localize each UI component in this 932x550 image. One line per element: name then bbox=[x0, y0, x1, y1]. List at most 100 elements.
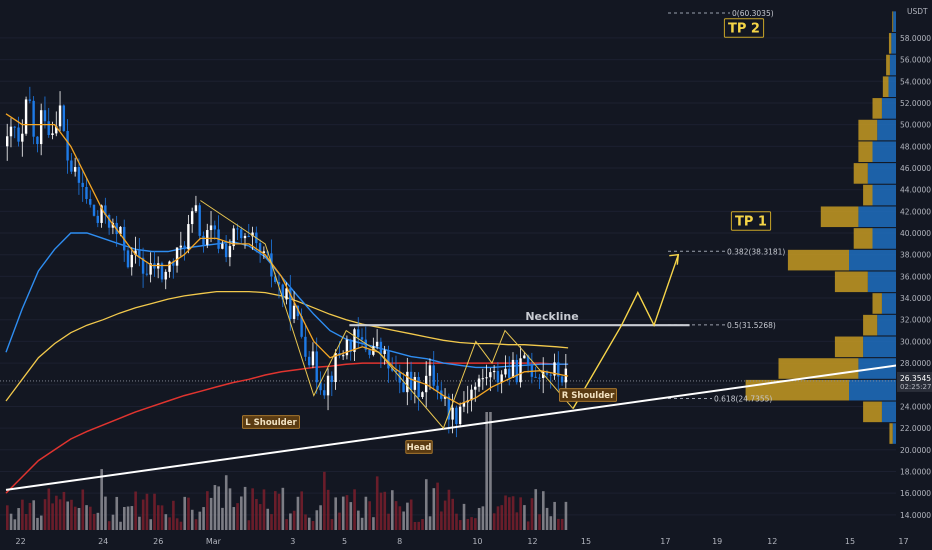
volume-bar bbox=[406, 502, 409, 530]
time-tick-label: 8 bbox=[397, 537, 402, 546]
candle-body bbox=[432, 365, 435, 386]
candle-body bbox=[70, 160, 73, 172]
candle-body bbox=[515, 359, 518, 383]
candle-body bbox=[55, 126, 58, 134]
price-tick-label: 56.0000 bbox=[900, 56, 931, 65]
candle-body bbox=[240, 229, 243, 239]
volume-bar bbox=[375, 476, 379, 530]
volume-bar bbox=[119, 521, 122, 530]
profile-row-gold bbox=[834, 336, 864, 358]
volume-bar bbox=[436, 482, 439, 530]
price-tick-label: 48.0000 bbox=[900, 142, 931, 151]
price-tick-label: 14.0000 bbox=[900, 511, 931, 520]
candle-body bbox=[357, 329, 360, 338]
volume-bar bbox=[190, 509, 194, 530]
volume-bar bbox=[92, 513, 96, 530]
price-tick-label: 30.0000 bbox=[900, 337, 931, 346]
fib-label: 0.5(31.5268) bbox=[727, 321, 776, 330]
volume-bar bbox=[466, 518, 470, 530]
volume-bar bbox=[421, 518, 424, 530]
volume-bar bbox=[319, 505, 322, 530]
head-label: Head bbox=[407, 443, 432, 453]
volume-bar bbox=[413, 521, 417, 530]
volume-bar bbox=[168, 517, 171, 530]
profile-row-blue bbox=[863, 336, 896, 358]
candle-body bbox=[145, 273, 149, 275]
volume-bar bbox=[372, 517, 375, 530]
candle-body bbox=[198, 205, 201, 236]
profile-row-blue bbox=[849, 379, 896, 401]
candle-body bbox=[549, 374, 552, 376]
price-tick-label: 16.0000 bbox=[900, 489, 931, 498]
volume-bar bbox=[364, 496, 368, 530]
candle-body bbox=[368, 349, 371, 355]
candle-body bbox=[413, 377, 417, 390]
candle-body bbox=[504, 368, 507, 375]
candle-body bbox=[243, 235, 247, 239]
volume-bar bbox=[28, 502, 32, 530]
volume-bar bbox=[402, 511, 405, 530]
candle-body bbox=[334, 353, 337, 383]
candle-body bbox=[379, 341, 383, 354]
price-tick-label: 32.0000 bbox=[900, 316, 931, 325]
volume-bar bbox=[236, 503, 239, 530]
candle-body bbox=[526, 355, 530, 365]
candle-body bbox=[13, 126, 16, 128]
profile-row-gold bbox=[820, 206, 859, 228]
volume-bar bbox=[330, 519, 334, 530]
volume-bar bbox=[485, 412, 488, 530]
volume-bar bbox=[357, 510, 360, 530]
profile-row-blue bbox=[888, 76, 896, 98]
price-tick-label: 20.0000 bbox=[900, 446, 931, 455]
profile-row-blue bbox=[872, 141, 896, 163]
candle-body bbox=[183, 245, 186, 250]
time-axis[interactable]: 12151719222426Mar3581012151719 bbox=[0, 531, 932, 550]
candle-body bbox=[387, 350, 390, 369]
volume-bar bbox=[281, 487, 285, 530]
candle-body bbox=[58, 105, 62, 127]
candle-body bbox=[81, 182, 84, 187]
candle-body bbox=[394, 370, 398, 373]
volume-bar bbox=[187, 497, 190, 530]
volume-bar bbox=[100, 469, 103, 530]
volume-bar bbox=[334, 497, 337, 530]
profile-row-blue bbox=[872, 184, 896, 206]
volume-bar bbox=[417, 521, 421, 530]
candle-body bbox=[304, 336, 307, 357]
volume-bar bbox=[153, 493, 156, 530]
volume-bar bbox=[9, 513, 13, 530]
price-axis[interactable]: USDT 14.0000 16.0000 18.0000 20.0000 22.0000 2… bbox=[896, 0, 932, 550]
candle-body bbox=[508, 368, 511, 378]
volume-bar bbox=[315, 510, 319, 530]
candle-body bbox=[262, 251, 266, 253]
candle-body bbox=[360, 337, 364, 340]
candle-body bbox=[428, 365, 432, 376]
volume-bar bbox=[560, 518, 564, 530]
candle-body bbox=[560, 376, 564, 383]
volume-bar bbox=[368, 501, 371, 530]
volume-bar bbox=[209, 497, 213, 530]
candle-body bbox=[251, 232, 254, 237]
volume-bar bbox=[428, 516, 432, 530]
volume-bar bbox=[126, 506, 130, 530]
candle-body bbox=[530, 364, 534, 377]
volume-bar bbox=[489, 412, 492, 530]
time-tick-label: 5 bbox=[342, 537, 347, 546]
volume-bar bbox=[51, 503, 54, 530]
volume-bar bbox=[172, 500, 175, 530]
price-tick-label: 36.0000 bbox=[900, 272, 931, 281]
head-label-box bbox=[405, 440, 433, 454]
candle-body bbox=[85, 186, 88, 200]
candle-body bbox=[51, 133, 54, 135]
profile-row-gold bbox=[853, 228, 873, 249]
profile-row-blue bbox=[891, 33, 896, 54]
profile-row-gold bbox=[834, 271, 868, 293]
volume-bar bbox=[481, 506, 485, 530]
candle-body bbox=[130, 254, 133, 268]
volume-bar bbox=[538, 514, 541, 530]
candle-body bbox=[511, 359, 515, 378]
candle-body bbox=[77, 167, 81, 183]
candle-body bbox=[326, 375, 330, 396]
volume-bar bbox=[47, 488, 51, 530]
